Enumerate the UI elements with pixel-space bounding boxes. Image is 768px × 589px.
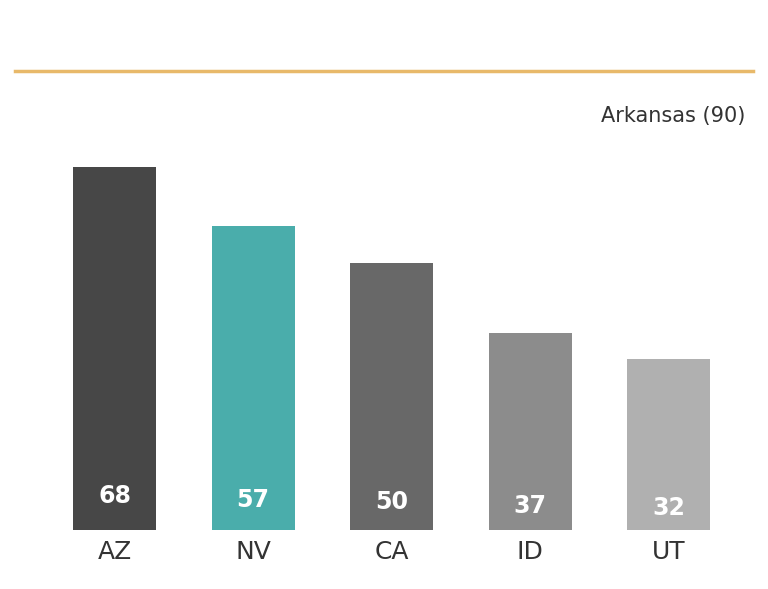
- Text: 68: 68: [98, 484, 131, 508]
- Text: 57: 57: [237, 488, 270, 512]
- Bar: [488, 333, 572, 530]
- Text: Arkansas (90): Arkansas (90): [601, 106, 745, 126]
- Text: 37: 37: [514, 494, 547, 518]
- Bar: [73, 167, 156, 530]
- Bar: [350, 263, 433, 530]
- Text: 32: 32: [652, 496, 685, 520]
- Bar: [211, 226, 295, 530]
- Bar: [627, 359, 710, 530]
- Text: 50: 50: [376, 490, 408, 514]
